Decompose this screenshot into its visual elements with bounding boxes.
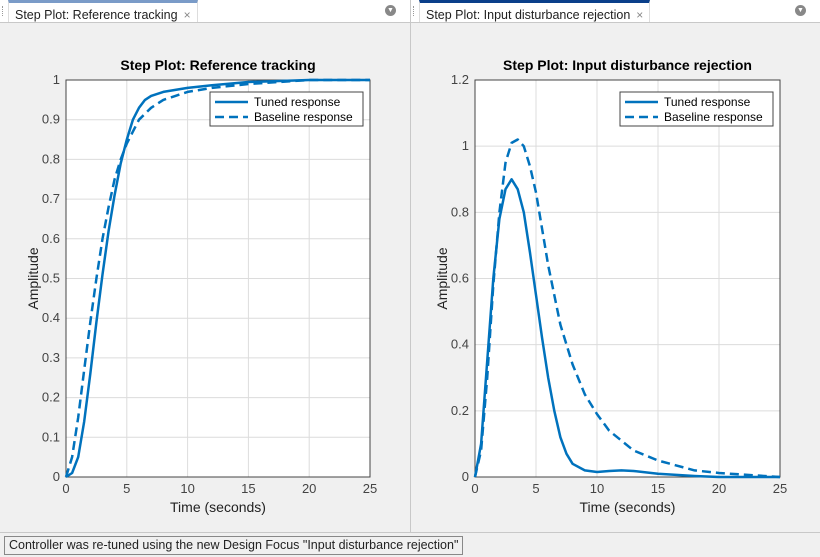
y-tick-label: 0.2 <box>451 403 469 418</box>
y-axis-label: Amplitude <box>25 247 41 309</box>
x-axis-label: Time (seconds) <box>170 499 266 515</box>
tab-input-disturbance-rejection[interactable]: Step Plot: Input disturbance rejection × <box>419 0 651 22</box>
x-tick-label: 20 <box>302 481 316 496</box>
status-bar: Controller was re-tuned using the new De… <box>0 532 820 557</box>
axes-box <box>474 79 781 478</box>
y-tick-label: 0 <box>53 469 60 484</box>
x-tick-label: 10 <box>180 481 194 496</box>
drag-grip-icon[interactable] <box>413 6 417 16</box>
step-plot-input-disturbance: 0 5 10 15 20 25 0 0.2 0.4 0.6 0.8 1 1.2 Step Plot: In… <box>434 57 787 515</box>
legend-box <box>209 91 364 127</box>
tab-label: Step Plot: Input disturbance rejection <box>426 8 631 22</box>
x-tick-label: 20 <box>712 481 726 496</box>
series-line-baseline <box>473 138 781 479</box>
x-tick-label: 0 <box>471 481 478 496</box>
status-message: Controller was re-tuned using the new De… <box>4 536 464 555</box>
legend-label: Baseline response <box>254 110 353 124</box>
x-tick-label: 25 <box>363 481 377 496</box>
y-tick-label: 0.6 <box>451 271 469 286</box>
tab-strip: Step Plot: Input disturbance rejection × … <box>411 0 820 23</box>
x-tick-label: 15 <box>651 481 665 496</box>
y-tick-label: 0.2 <box>42 390 60 405</box>
close-icon[interactable]: × <box>183 8 191 22</box>
series-line-tuned <box>473 178 780 479</box>
tab-strip: Step Plot: Reference tracking × ▼ <box>0 0 410 23</box>
legend-label: Tuned response <box>664 95 751 109</box>
y-tick-label: 0.3 <box>42 350 60 365</box>
chart-title: Step Plot: Input disturbance rejection <box>503 57 752 73</box>
y-tick-label: 0.8 <box>451 204 469 219</box>
y-tick-label: 1.2 <box>451 72 469 87</box>
x-tick-label: 5 <box>532 481 539 496</box>
x-tick-label: 10 <box>590 481 604 496</box>
drag-grip-icon[interactable] <box>2 6 6 16</box>
close-icon[interactable]: × <box>636 8 644 22</box>
legend-label: Tuned response <box>254 95 341 109</box>
y-tick-label: 0.5 <box>42 271 60 286</box>
y-tick-label: 1 <box>53 72 60 87</box>
tab-reference-tracking[interactable]: Step Plot: Reference tracking × <box>8 0 198 22</box>
panel-menu-icon[interactable]: ▼ <box>385 5 396 16</box>
legend-label: Baseline response <box>664 110 763 124</box>
y-tick-label: 0.1 <box>42 429 60 444</box>
series-line-baseline <box>64 78 370 478</box>
y-tick-label: 0.4 <box>451 337 469 352</box>
axes-box <box>65 79 371 478</box>
y-tick-label: 0.4 <box>42 310 60 325</box>
x-tick-label: 5 <box>123 481 130 496</box>
y-tick-label: 0.8 <box>42 151 60 166</box>
y-axis-label: Amplitude <box>434 247 450 309</box>
y-tick-label: 0 <box>462 469 469 484</box>
y-tick-label: 0.6 <box>42 231 60 246</box>
x-tick-label: 25 <box>773 481 787 496</box>
legend-box <box>619 91 774 127</box>
x-tick-label: 15 <box>241 481 255 496</box>
y-tick-label: 0.9 <box>42 112 60 127</box>
chart-title: Step Plot: Reference tracking <box>120 57 315 73</box>
series-line-tuned <box>65 78 370 479</box>
x-tick-label: 0 <box>62 481 69 496</box>
panel-reference-tracking: Step Plot: Reference tracking × ▼ 0 5 10 15 2… <box>0 0 411 532</box>
y-tick-label: 0.7 <box>42 191 60 206</box>
tab-label: Step Plot: Reference tracking <box>15 8 178 22</box>
panel-input-disturbance: Step Plot: Input disturbance rejection × … <box>411 0 820 532</box>
x-axis-label: Time (seconds) <box>580 499 676 515</box>
y-tick-label: 1 <box>462 138 469 153</box>
step-plot-reference-tracking: 0 5 10 15 20 25 0 0.1 0.2 0.3 0.4 0.5 0.6 0.7 0.8 0.9 1 S… <box>25 57 377 515</box>
panel-menu-icon[interactable]: ▼ <box>795 5 806 16</box>
